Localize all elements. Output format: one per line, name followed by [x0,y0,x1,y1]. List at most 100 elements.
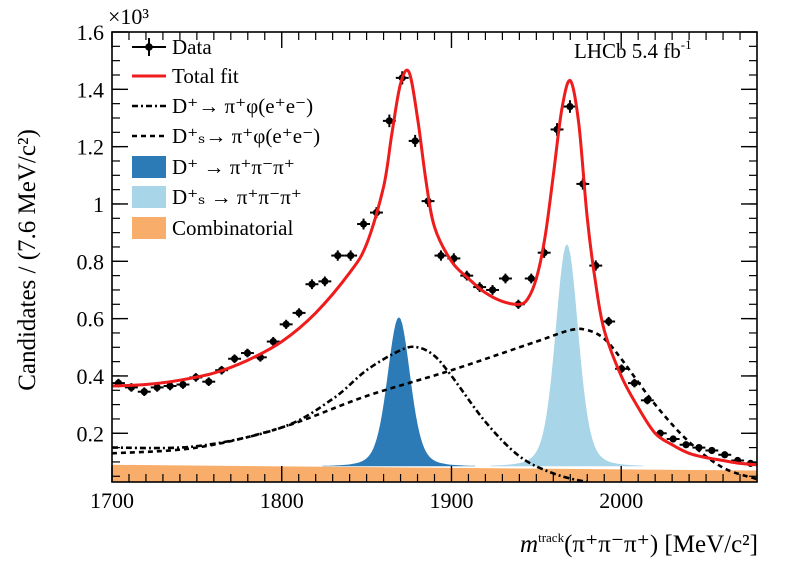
data-point-marker [411,137,419,145]
legend-label: D⁺ₛ → π⁺π⁻π⁺ [172,185,302,209]
x-axis-title-rest: (π⁺π⁻π⁺) [MeV/c²] [564,531,758,558]
legend: Data Total fit D⁺→ π⁺φ(e⁺e⁻) D⁺ₛ→ π⁺φ(e⁺e⁻)… [132,35,320,240]
data-point [241,348,254,358]
data-point [357,218,370,230]
data-point-marker [269,337,277,346]
data-point [292,308,306,318]
legend-swatch [132,217,166,239]
data-point [228,354,241,364]
y-tick-label: 1.6 [77,20,105,45]
data-point [499,273,512,284]
data-point-marker [308,280,316,288]
x-axis-title-sup: track [538,530,564,545]
x-tick-label: 1900 [429,488,473,513]
experiment-label: LHCb 5.4 fb-1 [574,37,692,63]
data-point [486,285,499,295]
legend-label: D⁺→ π⁺φ(e⁺e⁻) [172,94,313,118]
legend-data-marker [145,43,153,51]
data-point-marker [153,383,161,392]
data-point-marker [566,102,574,111]
plot-area [112,68,757,482]
data-point-marker [695,444,703,452]
legend-label: Combinatorial [172,216,293,240]
data-point [640,396,654,405]
data-point-marker [630,379,639,387]
data-point-marker [179,380,187,389]
data-point [305,279,319,290]
data-point-marker [488,286,497,294]
legend-label: D⁺ₛ→ π⁺φ(e⁺e⁻) [172,124,320,148]
y-tick-label: 0.6 [77,307,105,332]
data-point-marker [527,274,535,283]
legend-label: D⁺ → π⁺π⁻π⁺ [172,155,295,179]
data-point [279,319,293,329]
legend-label: Data [172,35,212,59]
data-point-marker [166,382,174,390]
ds-phi-curve [112,327,757,481]
data-point-marker [295,309,303,317]
data-point [718,451,732,459]
data-point-marker [205,378,213,386]
data-point-marker [243,349,252,357]
data-point-marker [501,274,510,283]
data-point-marker [643,396,651,404]
data-point-marker [230,355,239,363]
data-point [666,435,680,443]
data-point [137,387,151,397]
y-multiplier: ×10³ [108,4,149,29]
legend-swatch [132,156,166,178]
x-tick-label: 2000 [599,488,643,513]
data-point [524,273,538,284]
x-tick-label: 1800 [260,488,304,513]
legend-entry-comb: Combinatorial [132,216,293,240]
axes: 1700 1800 1900 2000 0.2 0.4 0.6 0.8 1 1.2 1.4 1.6 [77,20,758,513]
experiment-exponent: -1 [681,37,692,52]
data-point [266,336,280,347]
data-point [692,444,706,452]
data-point-marker [437,251,445,260]
data-point-marker [321,277,329,285]
data-point-marker [334,251,342,260]
data-point [176,380,190,389]
legend-entry-data: Data [132,35,212,59]
x-tick-label: 1700 [90,488,134,513]
legend-label: Total fit [172,64,239,88]
data-point-marker [359,220,368,228]
combinatorial-fill [112,464,757,482]
data-point-marker [140,388,148,396]
y-axis-title: Candidates / (7.6 MeV/c²) [14,129,41,391]
data-point [382,114,396,128]
y-tick-label: 1.2 [77,135,105,160]
dplus-3pi-peak [322,317,476,467]
legend-entry-d3pi: D⁺ → π⁺π⁻π⁺ [132,155,295,179]
plot-content [112,68,757,482]
x-axis-title-m: m [520,531,538,558]
y-tick-label: 1.4 [77,77,105,102]
data-point [563,100,577,113]
data-point [331,250,345,261]
data-point [628,378,641,388]
legend-entry-dphi: D⁺→ π⁺φ(e⁺e⁻) [132,94,313,118]
data-point-marker [708,446,716,455]
data-point-marker [721,451,729,459]
ds-3pi-peak [490,244,644,467]
data-point-marker [669,435,677,443]
data-point [318,276,332,287]
y-tick-label: 0.8 [77,249,105,274]
data-point [434,250,448,261]
data-point-marker [282,320,290,328]
data-point-marker [385,117,393,125]
data-point [679,441,693,449]
data-point [602,316,616,327]
total-fit-curve [112,68,757,467]
y-tick-label: 0.2 [77,421,105,446]
y-tick-label: 1 [93,192,104,217]
data-point-marker [605,317,613,326]
data-point-marker [682,441,690,449]
x-axis-title: mtrack(π⁺π⁻π⁺) [MeV/c²] [520,530,758,558]
data-point [202,377,216,386]
data-point-marker [347,251,355,260]
legend-swatch [132,186,166,208]
legend-entry-dsphi: D⁺ₛ→ π⁺φ(e⁺e⁻) [132,124,320,148]
